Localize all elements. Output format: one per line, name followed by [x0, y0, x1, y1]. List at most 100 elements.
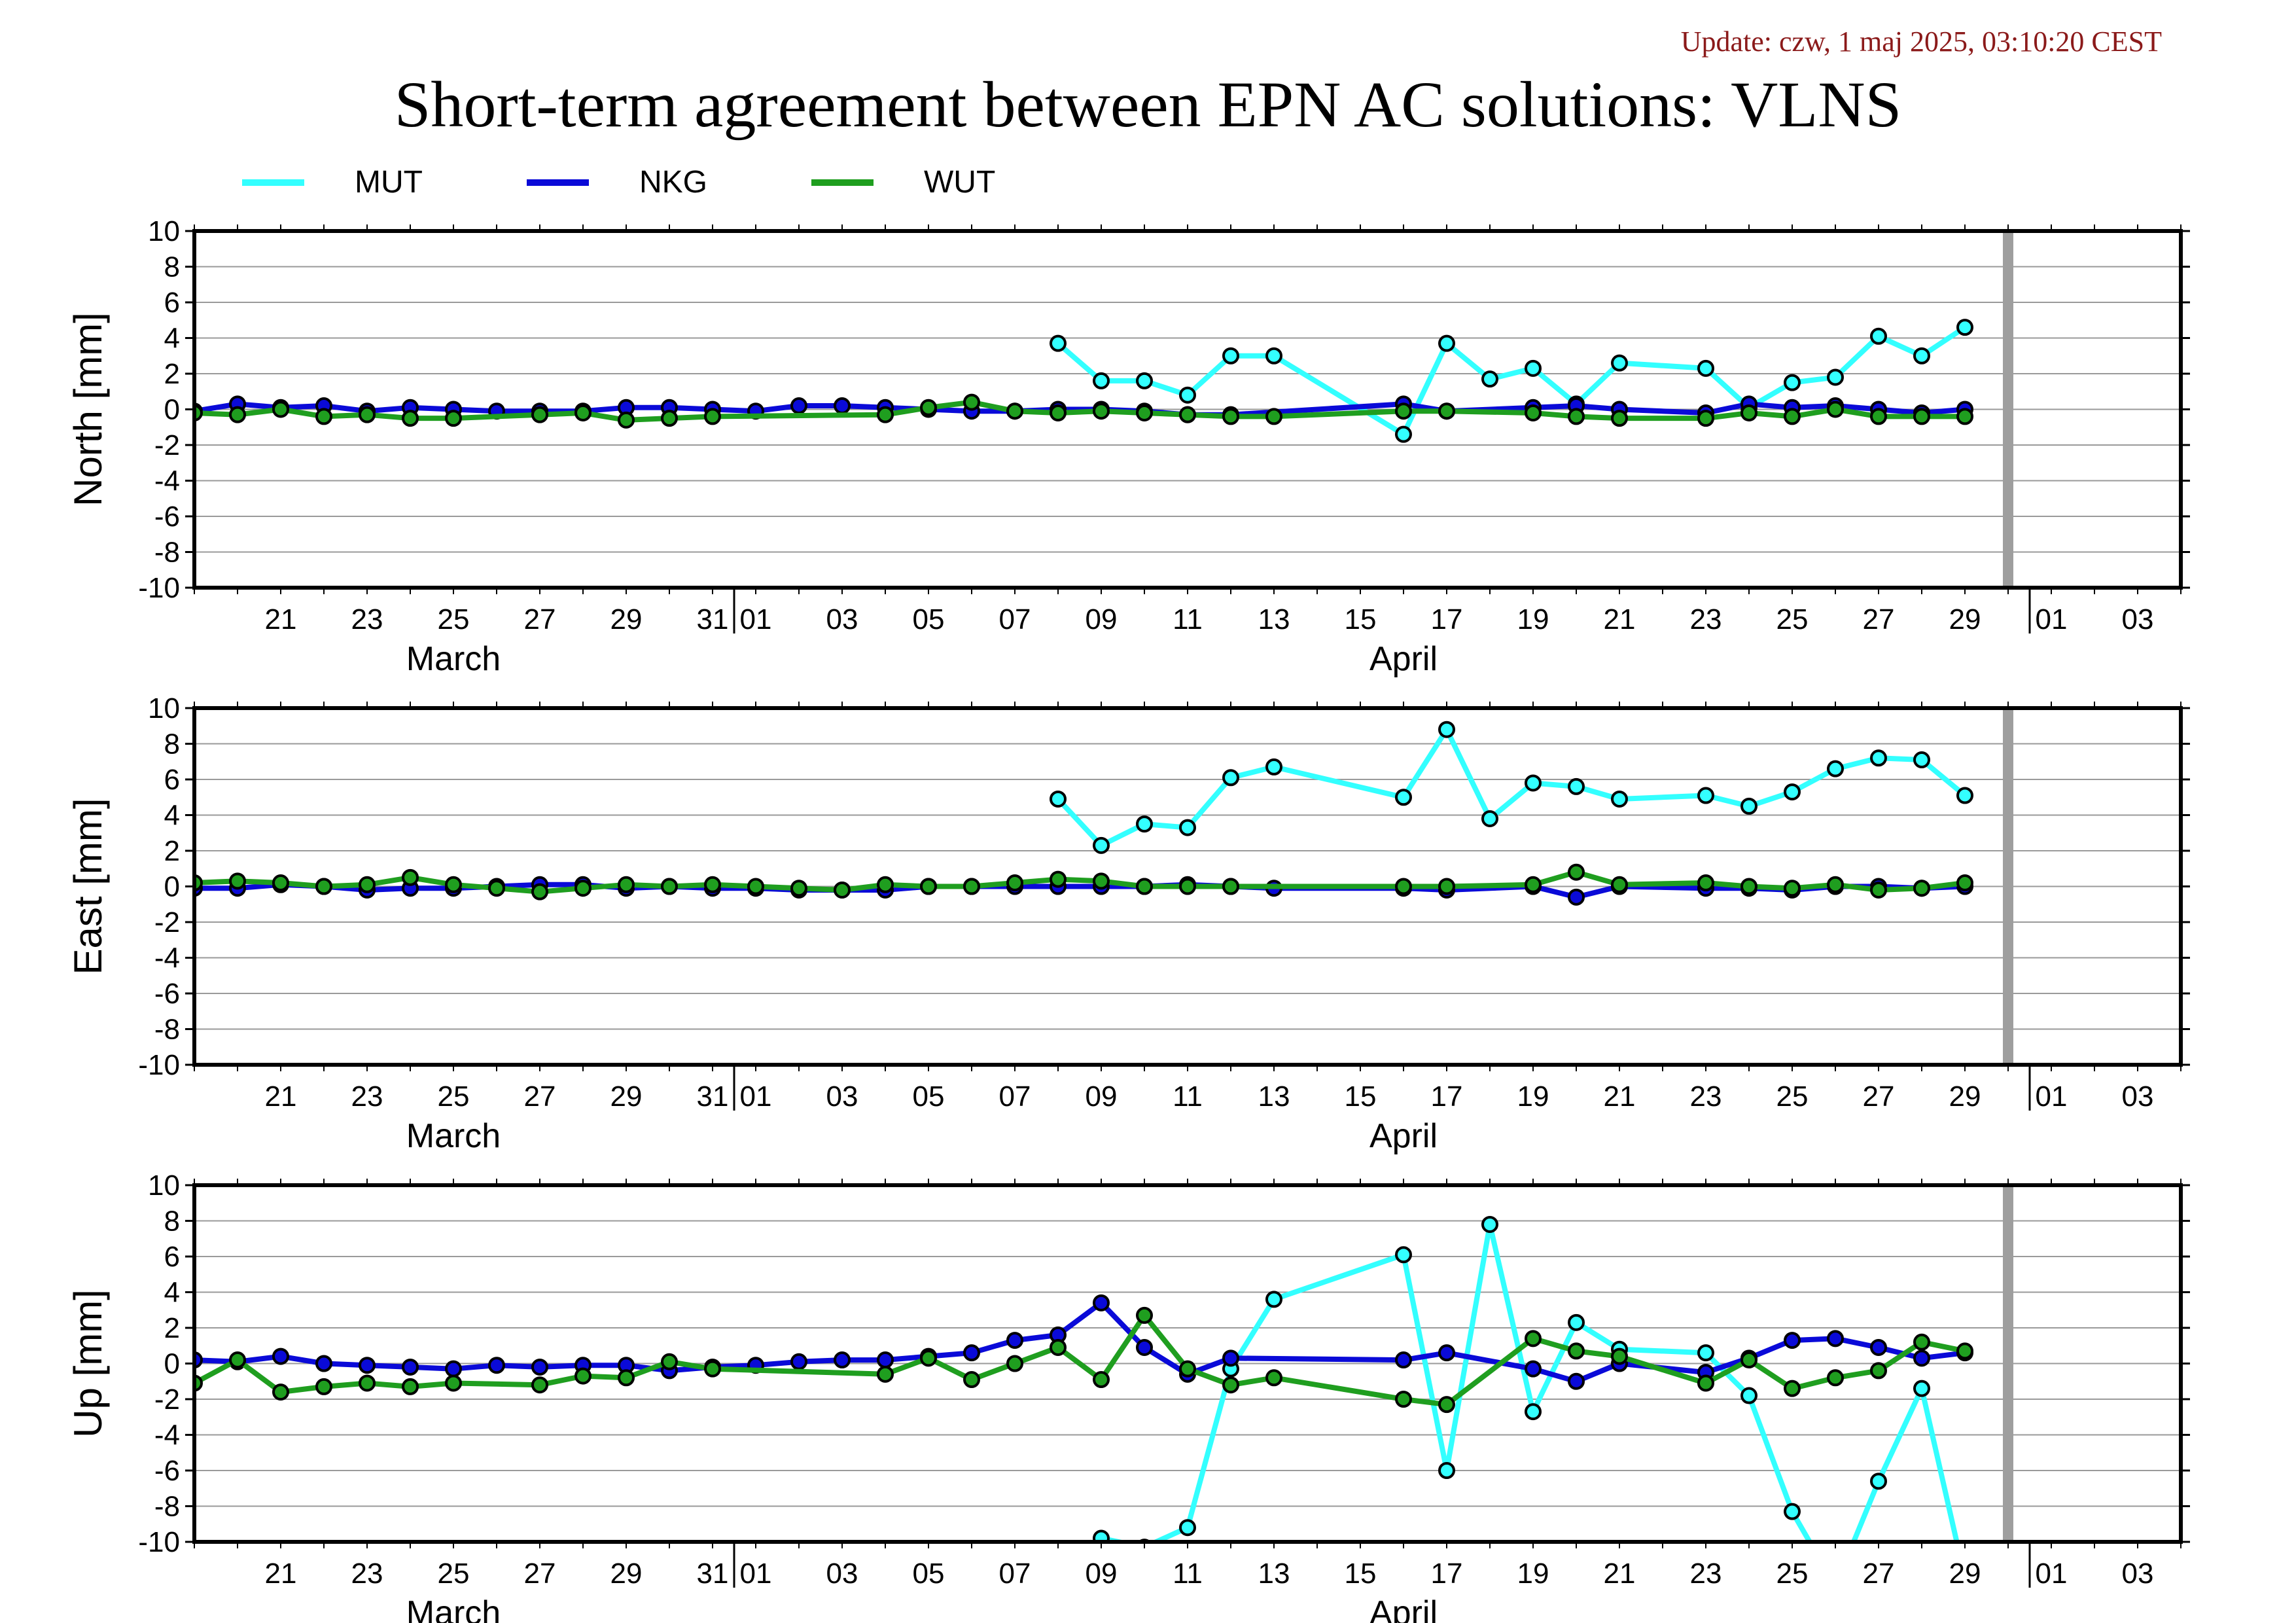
- point-mut: [1438, 334, 1455, 352]
- point-wut: [661, 410, 678, 427]
- point-mut: [1827, 760, 1844, 777]
- plot-frame: [192, 706, 2183, 1067]
- x-tick-label: 21: [1604, 603, 1636, 635]
- point-wut: [1438, 1396, 1455, 1414]
- point-wut: [963, 878, 980, 895]
- series-group: [194, 1215, 1973, 1594]
- point-wut: [1050, 870, 1067, 888]
- point-wut: [1784, 408, 1801, 425]
- point-wut: [272, 1383, 289, 1401]
- y-tick-label: 4: [164, 323, 180, 355]
- point-wut: [1870, 881, 1887, 899]
- point-wut: [531, 406, 548, 423]
- month-label: March: [406, 1117, 501, 1155]
- x-tick-label: 19: [1517, 603, 1549, 635]
- point-nkg: [963, 1344, 980, 1362]
- series-group: [194, 319, 1973, 443]
- point-mut: [1051, 1561, 1065, 1576]
- point-mut: [1784, 1503, 1801, 1520]
- point-wut: [272, 401, 289, 418]
- point-wut: [1611, 876, 1628, 893]
- plot-frame: [192, 229, 2183, 590]
- point-wut: [1438, 878, 1455, 895]
- point-mut: [1050, 334, 1067, 352]
- point-nkg: [1784, 1332, 1801, 1349]
- x-tick-label: 25: [1776, 1558, 1809, 1590]
- point-wut: [1093, 402, 1110, 420]
- point-mut: [1870, 1472, 1887, 1490]
- point-wut: [1913, 408, 1930, 425]
- y-tick-label: 6: [164, 764, 180, 796]
- y-axis-label: East [mm]: [66, 798, 110, 974]
- point-nkg: [402, 1358, 419, 1376]
- point-mut: [1870, 749, 1887, 767]
- point-wut: [1179, 1360, 1196, 1378]
- x-tick-label: 05: [913, 1558, 945, 1590]
- x-tick-label: 29: [1949, 1080, 1981, 1113]
- point-wut: [920, 1349, 937, 1367]
- point-mut: [1093, 372, 1110, 389]
- point-mut: [1179, 819, 1196, 836]
- series-line-wut: [194, 1312, 1968, 1408]
- y-tick-label: -4: [154, 1419, 180, 1452]
- point-wut: [1093, 1371, 1110, 1389]
- x-tick-label: 23: [351, 1558, 383, 1590]
- x-tick-label: 05: [913, 603, 945, 635]
- point-wut: [1438, 402, 1455, 420]
- y-tick-label: 2: [164, 835, 180, 867]
- point-wut: [272, 874, 289, 892]
- x-tick-label: 01: [740, 1558, 772, 1590]
- y-tick-label: 10: [148, 215, 180, 247]
- x-tick-label: 27: [1863, 603, 1895, 635]
- x-tick-label: 27: [1863, 1080, 1895, 1113]
- x-tick-label: 29: [610, 1558, 643, 1590]
- point-mut: [1828, 1579, 1843, 1594]
- point-mut: [1525, 359, 1542, 377]
- legend-swatch-wut: [811, 179, 874, 186]
- point-wut: [574, 404, 592, 421]
- point-wut: [445, 1374, 462, 1392]
- point-wut: [1179, 406, 1196, 423]
- point-wut: [531, 883, 548, 901]
- y-tick-label: -2: [154, 1383, 180, 1416]
- point-mut: [1740, 1387, 1757, 1404]
- point-nkg: [1093, 1294, 1110, 1311]
- point-wut: [920, 878, 937, 895]
- x-tick-label: 23: [1690, 603, 1722, 635]
- y-tick-label: -10: [138, 1526, 180, 1558]
- point-wut: [1870, 408, 1887, 425]
- point-wut: [618, 876, 635, 893]
- x-tick-label: 31: [697, 603, 729, 635]
- point-wut: [1956, 408, 1973, 425]
- month-label: March: [406, 640, 501, 678]
- x-tick-label: 29: [1949, 603, 1981, 635]
- point-wut: [1611, 1347, 1628, 1365]
- point-mut: [1956, 787, 1973, 804]
- panel-north: 10 8 6 42 0-2 -4 -6 -8-10 North [mm] 21 23 25 27 29 31…: [66, 215, 2190, 678]
- point-mut: [1093, 1529, 1110, 1542]
- x-tick-label: 09: [1086, 1080, 1118, 1113]
- point-mut: [1784, 374, 1801, 391]
- x-tick-label: 01: [2036, 603, 2068, 635]
- point-wut: [1395, 1391, 1412, 1408]
- x-tick-label: 09: [1086, 1558, 1118, 1590]
- point-wut: [1956, 1342, 1973, 1360]
- x-tick-label: 19: [1517, 1080, 1549, 1113]
- point-wut: [315, 408, 332, 425]
- point-mut: [1697, 1344, 1714, 1362]
- x-tick-label: 03: [2122, 1080, 2154, 1113]
- point-mut: [1222, 347, 1239, 365]
- x-tick-label: 23: [351, 603, 383, 635]
- point-wut: [877, 876, 894, 893]
- y-tick-label: 4: [164, 800, 180, 832]
- point-nkg: [790, 397, 807, 415]
- x-tick-label: 29: [610, 1080, 643, 1113]
- current-day-marker: [2003, 708, 2013, 1065]
- y-tick-label: -8: [154, 537, 180, 569]
- point-wut: [704, 876, 721, 893]
- month-label: March: [406, 1594, 501, 1623]
- point-wut: [1136, 404, 1153, 421]
- point-wut: [1740, 878, 1757, 895]
- point-wut: [1006, 874, 1023, 892]
- point-wut: [1179, 878, 1196, 895]
